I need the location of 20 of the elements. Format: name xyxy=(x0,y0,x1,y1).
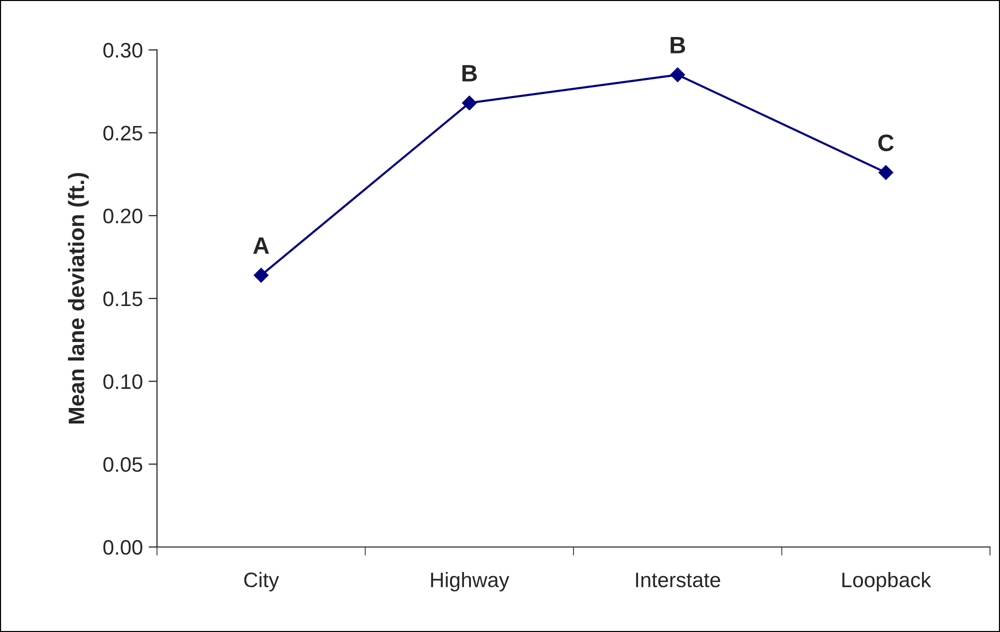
y-tick-label: 0.15 xyxy=(103,291,142,306)
annotation: A xyxy=(253,237,270,254)
annotation: C xyxy=(878,134,894,152)
y-tick-label: 0.10 xyxy=(103,374,142,390)
y-tick-label: 0.30 xyxy=(103,42,142,58)
y-axis-title: Mean lane deviation (ft.) xyxy=(68,173,89,424)
point xyxy=(462,96,477,110)
x-tick-label: Highway xyxy=(431,572,510,592)
y-tick-label: 0.20 xyxy=(103,208,142,224)
y-tick-label: 0.25 xyxy=(103,126,142,141)
annotation: B xyxy=(670,36,686,54)
y-tick-label: 0.00 xyxy=(103,540,142,555)
x-tick-label: Interstate xyxy=(636,572,720,588)
point xyxy=(254,268,269,283)
annotation: B xyxy=(462,65,477,82)
x-tick-label: City xyxy=(244,572,280,592)
point xyxy=(670,67,686,82)
x-tick-label: Loopback xyxy=(842,572,932,592)
y-tick-label: 0.05 xyxy=(103,457,142,472)
point xyxy=(878,165,894,180)
